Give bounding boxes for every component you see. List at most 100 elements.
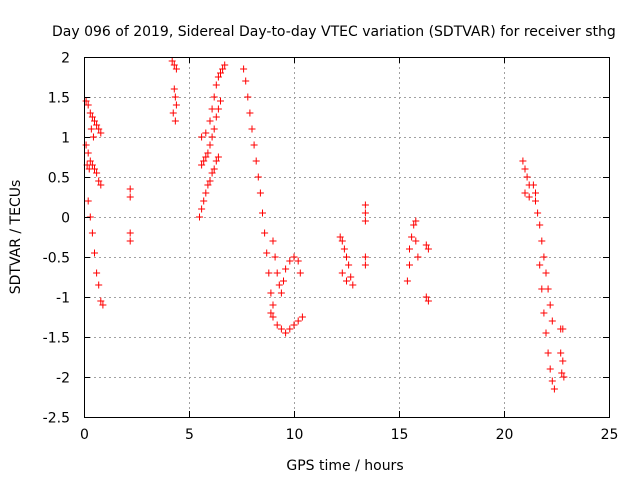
data-point <box>88 113 96 121</box>
data-point <box>347 273 355 281</box>
series-arc-e <box>168 57 180 125</box>
data-point <box>345 261 353 269</box>
data-point <box>542 329 550 337</box>
data-point <box>252 157 260 165</box>
data-point <box>338 237 346 245</box>
data-point <box>290 321 298 329</box>
data-point <box>294 317 302 325</box>
data-point <box>254 173 262 181</box>
series-arc-c <box>84 197 107 309</box>
data-point <box>406 261 413 269</box>
data-point <box>210 93 218 101</box>
series-arc-g <box>198 97 224 169</box>
data-point <box>422 293 430 301</box>
data-point <box>95 281 103 289</box>
y-tick-label: -2 <box>56 371 70 387</box>
data-point <box>414 253 422 261</box>
data-point <box>529 181 537 189</box>
gridlines <box>84 57 609 417</box>
data-point <box>559 325 567 333</box>
data-point <box>540 309 548 317</box>
data-point <box>406 245 413 253</box>
series-arc-k <box>269 237 304 297</box>
series-arc-p <box>519 157 539 201</box>
data-point <box>558 369 566 377</box>
series-arc-s <box>557 325 568 381</box>
data-point <box>275 281 283 289</box>
data-point <box>521 189 529 197</box>
data-point <box>84 101 92 109</box>
data-point <box>240 65 248 73</box>
series-arc-h <box>198 61 229 141</box>
y-tick-label: -1.5 <box>43 331 70 347</box>
data-point <box>548 317 556 325</box>
series-arc-b <box>82 141 105 189</box>
data-point <box>84 197 92 205</box>
data-point <box>361 217 369 225</box>
series-arc-o <box>422 241 432 305</box>
data-point <box>343 253 350 261</box>
data-point <box>532 197 539 205</box>
data-point <box>336 233 344 241</box>
data-point <box>198 133 206 141</box>
data-point <box>168 57 176 65</box>
data-point <box>267 309 275 317</box>
x-tick-label: 5 <box>185 427 194 443</box>
data-point <box>349 281 357 289</box>
y-tick-label: -0.5 <box>43 251 70 267</box>
data-point <box>273 269 281 277</box>
data-point <box>550 385 558 393</box>
data-point <box>196 213 203 221</box>
data-point <box>202 153 210 161</box>
chart-title: Day 096 of 2019, Sidereal Day-to-day VTE… <box>52 24 616 40</box>
data-point <box>244 93 252 101</box>
data-point <box>93 121 101 129</box>
data-point <box>202 129 210 137</box>
plot-frame <box>84 57 610 418</box>
data-point <box>200 197 208 205</box>
data-point <box>85 165 93 173</box>
data-point <box>536 261 544 269</box>
data-point <box>82 97 90 105</box>
data-point <box>208 169 216 177</box>
series-arc-j <box>267 309 306 337</box>
data-point <box>212 113 220 121</box>
series-arc-a <box>82 97 105 141</box>
data-point <box>204 149 212 157</box>
series-arc-q <box>532 197 556 325</box>
data-point <box>198 161 206 169</box>
data-point <box>290 253 298 261</box>
data-point <box>542 269 550 277</box>
data-point <box>521 165 529 173</box>
data-point <box>259 209 266 217</box>
data-point <box>91 249 98 257</box>
series-arc-r <box>536 261 558 393</box>
data-point <box>208 133 216 141</box>
data-point <box>86 109 94 117</box>
data-point <box>546 301 554 309</box>
data-point <box>559 357 567 365</box>
data-point <box>171 117 179 125</box>
data-point <box>273 321 281 329</box>
data-point <box>532 189 539 197</box>
data-point <box>548 377 556 385</box>
data-point <box>263 249 271 257</box>
y-axis-title: SDTVAR / TECUs <box>8 180 24 295</box>
data-point <box>214 105 222 113</box>
data-points <box>82 57 568 393</box>
y-tick-label: 0 <box>61 211 70 227</box>
data-point <box>338 269 346 277</box>
data-point <box>544 285 552 293</box>
series-arc-i <box>240 65 277 309</box>
data-point <box>172 101 180 109</box>
data-point <box>361 209 369 217</box>
data-point <box>86 157 94 165</box>
data-point <box>169 109 177 117</box>
data-point <box>97 129 105 137</box>
data-point <box>246 109 254 117</box>
data-point <box>126 193 134 201</box>
data-point <box>424 245 432 253</box>
data-point <box>212 157 220 165</box>
